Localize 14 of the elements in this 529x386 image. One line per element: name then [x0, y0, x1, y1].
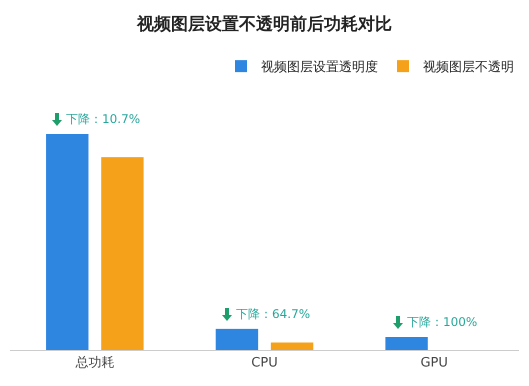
annotation: 下降：100%: [407, 315, 478, 329]
bar: [270, 342, 314, 350]
x-tick-label: 总功耗: [74, 356, 114, 371]
bar: [46, 134, 88, 350]
legend-label: 视频图层不透明: [423, 60, 514, 76]
x-tick-label: CPU: [251, 356, 278, 371]
bar: [216, 328, 258, 350]
chart-title: 视频图层设置不透明前后功耗对比: [136, 14, 392, 34]
legend-label: 视频图层设置透明度: [261, 59, 378, 76]
annotation: 下降：64.7%: [236, 307, 310, 321]
bar: [385, 337, 428, 350]
bar: [101, 157, 144, 350]
text: 下降：10.7%: [66, 112, 140, 126]
x-tick-label: GPU: [420, 356, 448, 371]
